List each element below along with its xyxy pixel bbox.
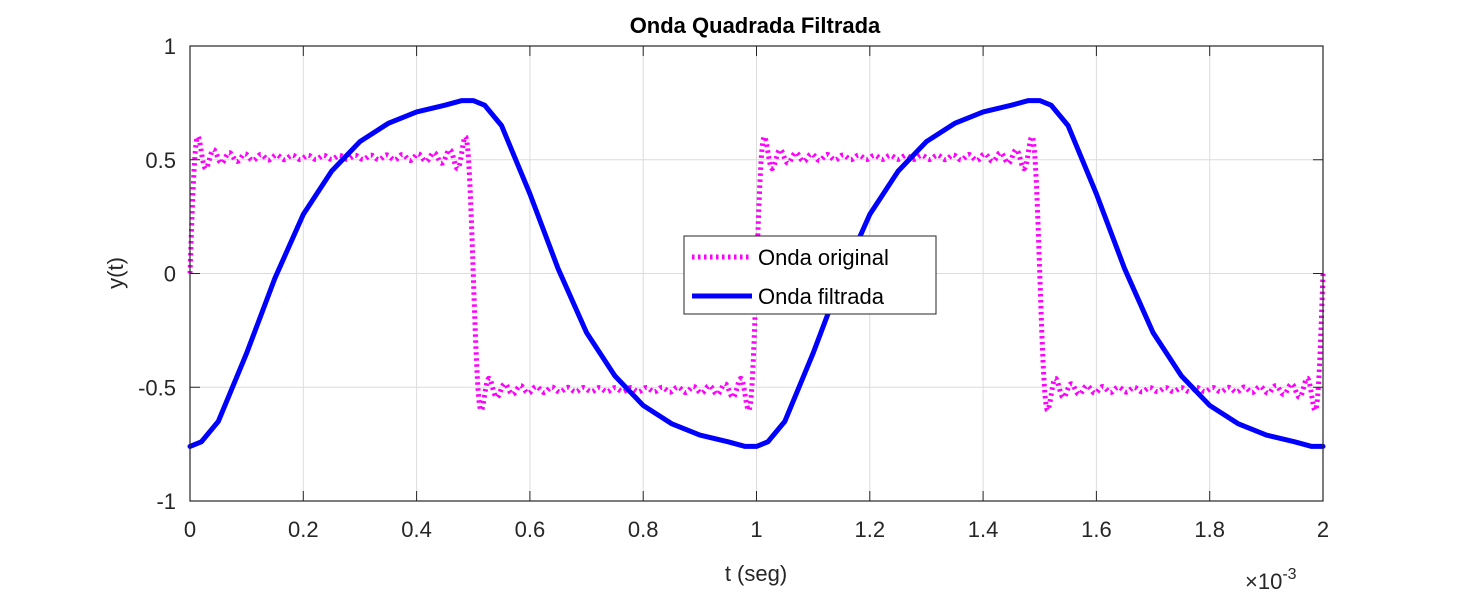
y-tick-label: -1	[156, 489, 176, 514]
x-tick-label: 1.4	[968, 517, 999, 542]
x-axis-label: t (seg)	[725, 561, 787, 586]
y-tick-label: 1	[164, 34, 176, 59]
x-tick-label: 1.8	[1194, 517, 1225, 542]
x-tick-label: 0.2	[288, 517, 319, 542]
x-axis-multiplier-exponent: -3	[1282, 566, 1296, 583]
x-tick-label: 1	[750, 517, 762, 542]
chart-title: Onda Quadrada Filtrada	[630, 13, 881, 38]
axis-ticks: 0 0.2 0.4 0.6 0.8 1 1.2 1.4 1.6 1.8 2 -1 -0.5 0 0.5 1	[138, 34, 1329, 542]
y-axis-label: y(t)	[103, 257, 128, 289]
x-tick-label: 0	[184, 517, 196, 542]
legend-label-onda-original: Onda original	[758, 245, 889, 270]
x-tick-label: 0.4	[401, 517, 432, 542]
x-axis-multiplier-base: ×10	[1245, 569, 1282, 594]
x-tick-label: 0.6	[515, 517, 546, 542]
x-axis-multiplier: ×10-3	[1245, 566, 1297, 594]
y-tick-label: 0.5	[145, 148, 176, 173]
y-tick-label: -0.5	[138, 375, 176, 400]
x-tick-label: 0.8	[628, 517, 659, 542]
legend-label-onda-filtrada: Onda filtrada	[758, 284, 885, 309]
x-tick-label: 1.2	[855, 517, 886, 542]
legend-box	[683, 235, 937, 315]
series-line-onda-filtrada	[187, 98, 1326, 449]
x-tick-label: 1.6	[1081, 517, 1112, 542]
legend: Onda original Onda filtrada	[683, 235, 937, 315]
x-tick-label: 2	[1317, 517, 1329, 542]
y-tick-label: 0	[164, 262, 176, 287]
plot-lines	[187, 98, 1326, 449]
